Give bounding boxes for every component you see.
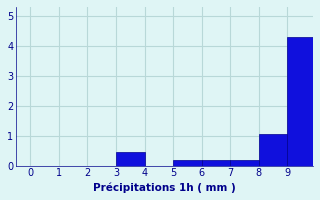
Bar — [116, 152, 145, 166]
Bar — [230, 160, 259, 166]
Bar — [287, 37, 316, 166]
Bar — [173, 160, 202, 166]
X-axis label: Précipitations 1h ( mm ): Précipitations 1h ( mm ) — [93, 183, 236, 193]
Bar — [259, 134, 287, 166]
Bar — [202, 160, 230, 166]
